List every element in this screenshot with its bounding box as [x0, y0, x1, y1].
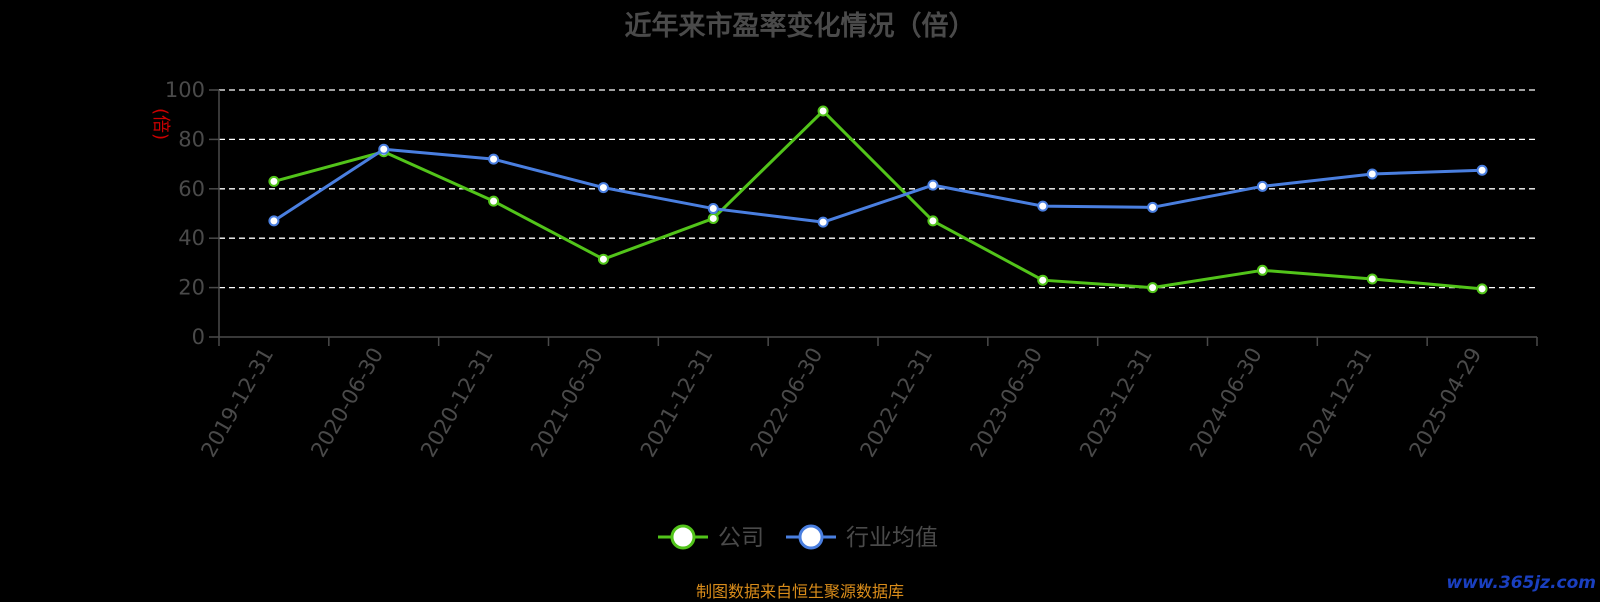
series-line-0 [273, 109, 1483, 291]
data-point-0 [488, 195, 500, 207]
y-tick-label: 100 [165, 78, 205, 102]
y-tick-label: 80 [178, 127, 205, 151]
data-point-1 [1147, 201, 1159, 213]
data-point-0 [707, 212, 719, 224]
x-tick-label: 2020-12-31 [416, 344, 498, 462]
legend-item-industry[interactable]: 行业均值 [786, 524, 938, 551]
data-point-0 [1476, 283, 1488, 295]
data-source-note: 制图数据来自恒生聚源数据库 [695, 582, 904, 601]
y-tick-label: 0 [192, 325, 205, 349]
x-tick-label: 2019-12-31 [196, 344, 278, 462]
x-axis: 2019-12-31 2020-06-30 2020-12-31 2021-06-30… [196, 336, 1538, 462]
x-tick-label: 2021-12-31 [636, 344, 718, 462]
watermark: www.365jz.com [1446, 573, 1596, 593]
data-point-0 [1147, 282, 1159, 294]
y-axis: 0 20 40 60 80 100 [165, 78, 220, 349]
data-point-1 [927, 179, 939, 191]
series-lines [268, 105, 1488, 295]
data-point-0 [597, 253, 609, 265]
data-point-0 [1366, 273, 1378, 285]
data-point-0 [1256, 264, 1268, 276]
data-point-1 [597, 182, 609, 194]
x-tick-label: 2022-12-31 [855, 344, 937, 462]
data-point-1 [707, 203, 719, 215]
grid-lines [219, 89, 1537, 289]
x-tick-label: 2024-12-31 [1295, 344, 1377, 462]
data-point-1 [817, 216, 829, 228]
y-tick-label: 60 [178, 177, 205, 201]
x-tick-label: 2025-04-29 [1405, 344, 1487, 462]
chart-title: 近年来市盈率变化情况（倍） [624, 11, 976, 42]
data-point-1 [488, 153, 500, 165]
legend-item-company[interactable]: 公司 [658, 524, 764, 551]
data-point-1 [378, 143, 390, 155]
x-tick-label: 2022-06-30 [746, 344, 828, 462]
x-tick-label: 2024-06-30 [1185, 344, 1267, 462]
series-line-1 [273, 147, 1483, 224]
x-tick-label: 2023-12-31 [1075, 344, 1157, 462]
data-point-0 [817, 105, 829, 117]
x-tick-label: 2023-06-30 [965, 344, 1047, 462]
x-tick-label: 2021-06-30 [526, 344, 608, 462]
data-point-0 [268, 175, 280, 187]
legend: 公司 行业均值 [658, 524, 938, 551]
data-point-0 [1037, 274, 1049, 286]
y-tick-label: 40 [178, 226, 205, 250]
data-point-1 [1256, 180, 1268, 192]
data-point-1 [1037, 200, 1049, 212]
x-tick-label: 2020-06-30 [306, 344, 388, 462]
y-tick-label: 20 [178, 276, 205, 300]
y-axis-label: (倍) [150, 108, 171, 140]
data-point-1 [1476, 164, 1488, 176]
legend-label-company: 公司 [718, 525, 764, 551]
legend-label-industry: 行业均值 [846, 525, 938, 551]
data-point-1 [268, 215, 280, 227]
data-point-0 [927, 215, 939, 227]
data-point-1 [1366, 168, 1378, 180]
